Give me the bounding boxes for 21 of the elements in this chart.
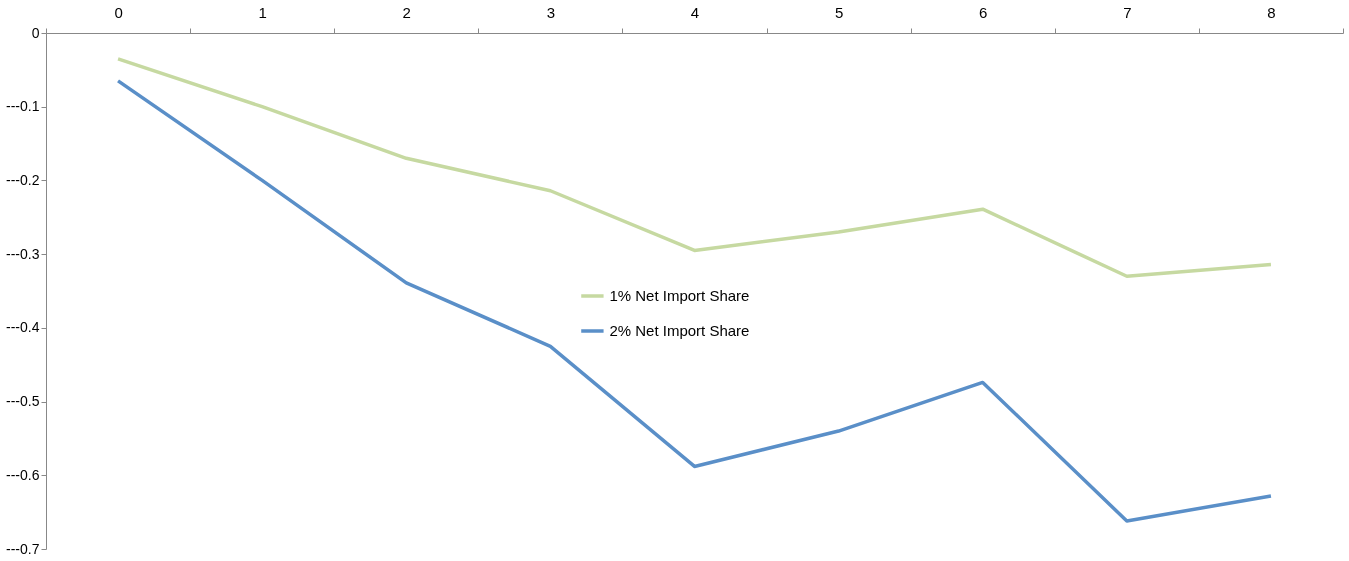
y-tick-label: ---0.5 bbox=[6, 393, 40, 410]
x-tick-label: 8 bbox=[1267, 3, 1276, 21]
x-tick-label: 6 bbox=[979, 3, 988, 21]
legend-label: 2% Net Import Share bbox=[609, 322, 750, 339]
y-tick-label: ---0.2 bbox=[6, 171, 40, 188]
line-series bbox=[116, 57, 1273, 279]
x-tick-label: 4 bbox=[690, 3, 700, 21]
x-tick-label: 0 bbox=[114, 3, 123, 21]
x-tick-label: 1 bbox=[258, 3, 267, 21]
y-tick-label: ---0.3 bbox=[6, 245, 40, 262]
y-tick-label: ---0.4 bbox=[6, 319, 40, 336]
line-series bbox=[116, 79, 1273, 523]
x-tick-label: 3 bbox=[546, 3, 556, 21]
y-tick-label: 0 bbox=[31, 24, 40, 41]
x-tick-label: 5 bbox=[834, 3, 844, 21]
x-tick-label: 7 bbox=[1123, 3, 1132, 21]
y-tick-label: ---0.7 bbox=[6, 540, 40, 557]
x-tick-label: 2 bbox=[402, 3, 411, 21]
legend-label: 1% Net Import Share bbox=[609, 287, 750, 304]
y-tick-label: ---0.1 bbox=[6, 98, 40, 115]
y-tick-label: ---0.6 bbox=[6, 466, 40, 483]
